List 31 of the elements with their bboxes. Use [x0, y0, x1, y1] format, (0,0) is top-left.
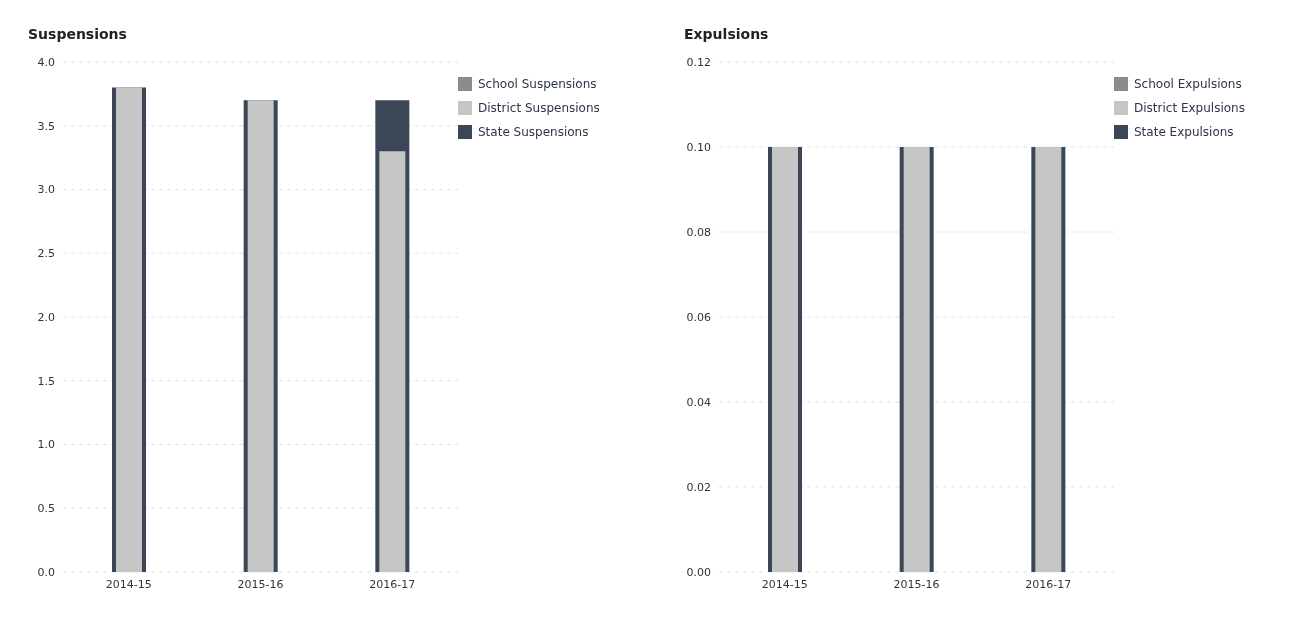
y-tick-label: 0.04 [686, 395, 711, 409]
y-tick-label: 0.5 [37, 502, 55, 516]
y-tick-label: 0.00 [686, 565, 711, 579]
x-tick-label: 2014-15 [761, 577, 808, 591]
legend-label: District Expulsions [1134, 100, 1245, 117]
x-tick-label: 2014-15 [105, 577, 152, 591]
y-tick-label: 3.0 [37, 183, 55, 197]
y-tick-label: 0.06 [686, 310, 711, 324]
y-tick-label: 3.5 [37, 119, 55, 133]
x-tick-label: 2016-17 [1025, 577, 1072, 591]
legend-label: School Suspensions [478, 76, 597, 93]
y-tick-label: 1.0 [37, 438, 55, 452]
legend-label: State Expulsions [1134, 124, 1234, 141]
legend-label: District Suspensions [478, 100, 600, 117]
y-tick-label: 4.0 [37, 55, 55, 69]
bar [379, 151, 406, 572]
legend-label: School Expulsions [1134, 76, 1242, 93]
y-tick-label: 0.02 [686, 480, 711, 494]
x-tick-label: 2016-17 [369, 577, 416, 591]
y-tick-label: 2.0 [37, 310, 55, 324]
y-tick-label: 0.12 [686, 55, 711, 69]
chart-title: Expulsions [683, 25, 770, 44]
x-tick-label: 2015-16 [237, 577, 284, 591]
chart-title: Suspensions [27, 25, 128, 44]
y-tick-label: 0.10 [686, 140, 711, 154]
y-tick-label: 2.5 [37, 247, 55, 261]
y-tick-label: 1.5 [37, 374, 55, 388]
y-tick-label: 0.08 [686, 225, 711, 239]
x-tick-label: 2015-16 [893, 577, 940, 591]
y-tick-label: 0.0 [37, 565, 55, 579]
legend-label: State Suspensions [478, 124, 589, 141]
